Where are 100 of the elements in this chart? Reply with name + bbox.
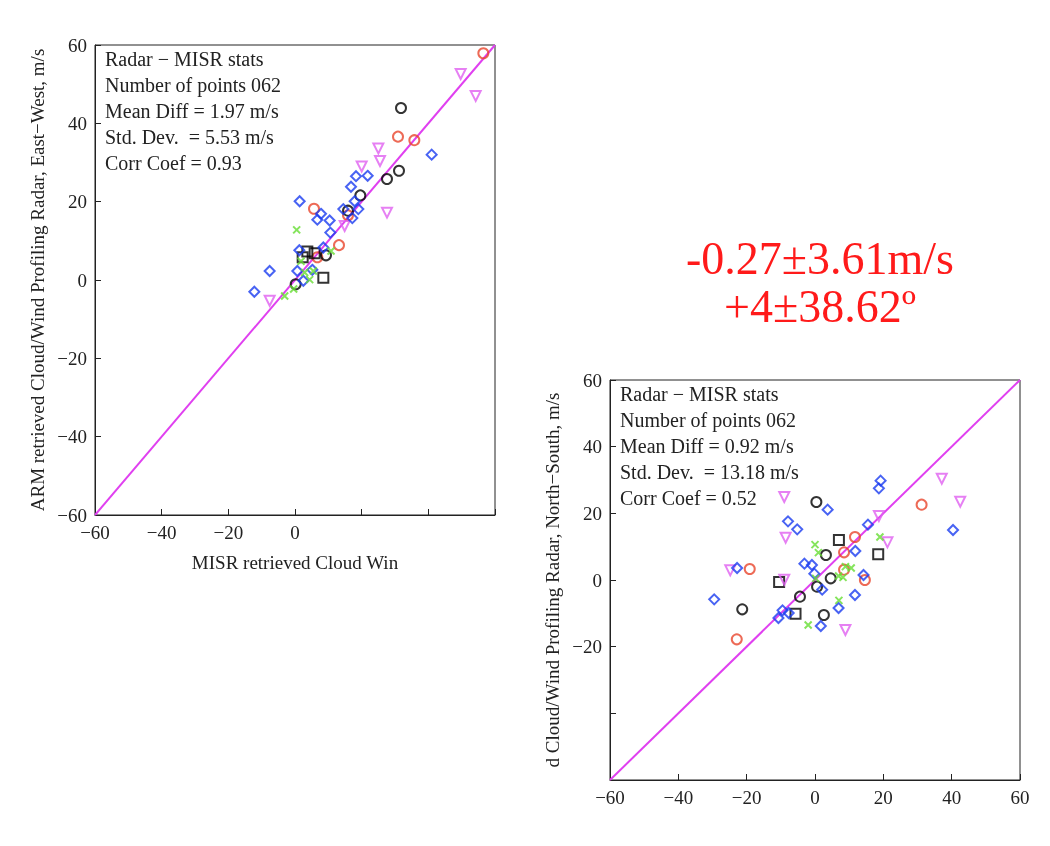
y-axis-title: d Cloud/Wind Profiling Radar, North−South, m/s — [542, 392, 563, 768]
point — [839, 624, 852, 636]
point — [308, 247, 321, 260]
point — [773, 576, 786, 588]
point — [300, 268, 310, 278]
x-tick-label: −20 — [213, 522, 244, 543]
point — [778, 491, 791, 503]
point — [393, 164, 405, 177]
point — [311, 213, 324, 226]
point — [315, 207, 327, 220]
point — [263, 294, 276, 307]
x-tick-label: 40 — [942, 787, 962, 808]
point — [846, 563, 856, 573]
point — [317, 271, 330, 284]
point — [810, 496, 823, 508]
point — [791, 523, 804, 536]
point — [333, 239, 345, 252]
annotation: Corr Coef = 0.52 — [620, 487, 757, 509]
point — [731, 562, 744, 574]
point — [849, 545, 862, 557]
y-tick-label: 0 — [592, 569, 602, 591]
point — [289, 284, 299, 294]
point — [392, 130, 404, 143]
point — [289, 278, 302, 291]
annotation: Corr Coef = 0.93 — [105, 152, 242, 174]
point — [342, 204, 354, 217]
point — [346, 212, 359, 225]
point — [915, 498, 928, 511]
x-axis-title: MISR retrieved Cloud Win — [191, 552, 399, 573]
point — [372, 142, 385, 155]
point — [872, 482, 885, 495]
x-tick-label: 0 — [810, 787, 820, 808]
x-tick-label: 0 — [290, 522, 300, 543]
y-tick-label: 20 — [68, 191, 87, 213]
point — [352, 203, 365, 216]
point — [848, 589, 861, 601]
point — [355, 160, 368, 173]
y-tick-label: 60 — [68, 34, 87, 56]
x-tick-label: 20 — [873, 787, 893, 808]
y-axis-title: ARM retrieved Cloud/Wind Profiling Radar, East−West, m/s — [27, 48, 48, 512]
y-tick-label: 60 — [583, 369, 602, 391]
point — [805, 559, 818, 571]
point — [874, 474, 887, 487]
y-tick-label: −60 — [57, 504, 87, 526]
point — [832, 534, 845, 546]
point — [782, 607, 795, 619]
x-tick-label: 60 — [1010, 787, 1030, 808]
point — [789, 607, 802, 620]
point — [345, 180, 357, 193]
point — [811, 573, 821, 583]
point — [811, 580, 824, 593]
point — [342, 209, 354, 222]
point — [395, 102, 407, 115]
x-tick-label: −40 — [663, 787, 694, 808]
point — [477, 47, 490, 60]
x-tick-label: −40 — [146, 522, 177, 543]
point — [308, 202, 320, 215]
point — [861, 518, 874, 531]
point — [317, 241, 330, 254]
point — [292, 225, 302, 235]
point — [872, 548, 885, 561]
point — [291, 264, 304, 277]
y-tick-label: −20 — [57, 347, 87, 369]
y-tick-label: −40 — [57, 426, 87, 448]
point — [803, 620, 813, 630]
point — [296, 256, 306, 266]
point — [798, 557, 811, 570]
point — [782, 515, 795, 528]
point — [708, 593, 721, 606]
point — [954, 495, 967, 508]
point — [834, 571, 844, 581]
point — [320, 249, 332, 262]
point — [248, 285, 261, 298]
point — [848, 531, 861, 543]
point — [772, 612, 785, 624]
point — [323, 214, 336, 227]
point — [814, 620, 827, 632]
point — [326, 246, 336, 256]
point — [821, 503, 834, 516]
point — [348, 195, 361, 208]
point — [263, 264, 276, 277]
annotation: Radar − MISR stats — [620, 383, 779, 405]
point — [838, 546, 851, 559]
point — [381, 206, 393, 219]
point — [337, 203, 350, 216]
point — [881, 536, 894, 549]
y-tick-label: −20 — [572, 636, 602, 658]
y-tick-label: 40 — [583, 436, 602, 458]
y-tick-label: 40 — [68, 112, 87, 134]
point — [350, 170, 362, 183]
point — [779, 531, 792, 544]
point — [361, 169, 374, 182]
x-tick-label: −20 — [731, 787, 762, 808]
annotation: Mean Diff = 1.97 m/s — [105, 100, 279, 122]
point — [454, 67, 467, 80]
point — [730, 633, 743, 646]
point — [832, 602, 845, 614]
point — [324, 226, 337, 239]
point — [857, 569, 870, 581]
point — [305, 275, 315, 285]
